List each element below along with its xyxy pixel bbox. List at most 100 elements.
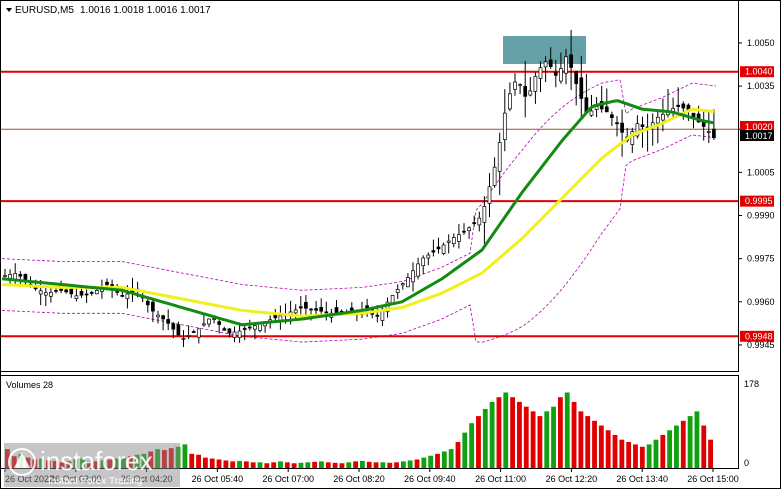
candle-body: [191, 331, 196, 333]
y-tick-label: 1.0005: [747, 167, 775, 177]
candle-body: [630, 131, 635, 145]
x-tick-label: 26 Oct 03:00: [50, 474, 102, 484]
volume-bar: [141, 453, 147, 468]
candle-body: [569, 54, 573, 68]
candle-body: [227, 328, 232, 334]
candle-body: [3, 274, 7, 277]
volume-bar: [134, 454, 140, 468]
volume-bar: [93, 461, 99, 468]
volume-bar: [455, 442, 461, 468]
candle-body: [217, 321, 222, 325]
candle-body: [701, 121, 706, 127]
candle-body: [604, 106, 609, 113]
volume-bar: [435, 453, 440, 468]
volume-bar: [701, 425, 707, 468]
level-badge: [740, 195, 774, 207]
candles: [3, 29, 716, 348]
price-panel[interactable]: [0, 0, 739, 372]
volume-bar: [687, 416, 693, 468]
volume-bar: [517, 401, 522, 468]
volume-bar: [339, 463, 345, 468]
chart-ohlc: 1.0016 1.0018 1.0016 1.0017: [80, 5, 211, 16]
x-tick-label: 26 Oct 12:20: [546, 474, 598, 484]
candle-body: [202, 323, 206, 326]
candle-body: [125, 293, 130, 299]
candle-body: [400, 283, 405, 286]
volume-bar: [319, 461, 324, 468]
candle-body: [691, 112, 696, 117]
candle-body: [538, 67, 543, 79]
volume-bar: [448, 449, 454, 468]
volume-bar: [380, 462, 386, 468]
candle-body: [105, 281, 109, 285]
volume-bar: [523, 406, 529, 468]
candle-body: [518, 84, 522, 86]
volume-panel[interactable]: [0, 375, 739, 469]
candle-body: [502, 112, 507, 140]
volume-bar: [284, 462, 290, 468]
candle-body: [232, 331, 237, 338]
candle-body: [543, 61, 548, 68]
volume-bar: [694, 411, 700, 468]
level-badge: [740, 66, 774, 78]
y-tick-label: 0.9945: [747, 340, 775, 350]
y-tick-label: 0.9990: [747, 211, 775, 221]
candle-body: [247, 326, 252, 329]
volume-bar: [162, 450, 167, 468]
volume-bar: [250, 462, 256, 468]
price-line-badge: [740, 121, 774, 132]
volume-bar: [674, 425, 679, 468]
volume-bar: [653, 439, 659, 468]
candle-body: [38, 290, 43, 295]
volume-bar: [708, 439, 713, 468]
volume-bar: [5, 449, 10, 468]
y-tick-label: 1.0050: [747, 38, 775, 48]
candle-body: [431, 250, 436, 253]
volume-bar: [175, 446, 181, 468]
price-line-label: 1.0020: [745, 122, 773, 132]
candle-body: [43, 292, 48, 296]
lower-band: [1, 134, 717, 343]
volume-bar: [223, 460, 229, 468]
volume-bar: [127, 456, 133, 468]
candle-body: [421, 257, 426, 267]
volume-bar: [86, 460, 92, 468]
ma-fast-line: [1, 99, 715, 327]
x-tick-label: 26 Oct 04:20: [121, 474, 173, 484]
level-label: 0.9948: [745, 331, 773, 341]
volume-bar: [114, 458, 120, 468]
candle-body: [548, 59, 553, 67]
x-tick-label: 26 Oct 11:00: [475, 474, 526, 484]
candle-body: [273, 314, 278, 319]
candle-body: [89, 292, 94, 294]
candle-body: [171, 323, 176, 330]
volume-bar: [585, 416, 591, 468]
x-tick-label: 26 Oct 15:00: [687, 474, 739, 484]
volume-bars: [5, 392, 713, 468]
current-price-line: 1.0020 1.0017: [740, 121, 774, 141]
candle-body: [156, 314, 160, 318]
candle-body: [594, 106, 599, 110]
candle-body: [242, 327, 247, 330]
candle-body: [253, 325, 257, 330]
candle-body: [676, 104, 681, 107]
watermark-bg: [4, 443, 180, 487]
volume-bar: [332, 462, 338, 468]
volume-bar: [612, 434, 618, 468]
volume-bar: [353, 461, 358, 468]
candle-body: [237, 330, 242, 338]
x-tick-label: 26 Oct 07:00: [262, 474, 314, 484]
dropdown-arrow-icon[interactable]: [6, 8, 12, 12]
volume-bar: [237, 460, 242, 468]
volume-bar: [305, 462, 311, 468]
volume-bar: [80, 458, 85, 468]
support-resistance-levels: 1.0040 0.9995 0.9948: [1, 66, 774, 342]
volume-bar: [168, 448, 174, 468]
volume-bar: [39, 458, 44, 468]
volume-bar: [298, 462, 304, 468]
candle-body: [635, 123, 640, 137]
volume-label: Volumes 28: [6, 380, 53, 390]
candle-body: [462, 230, 466, 233]
instaforex-logo-icon: [8, 448, 36, 476]
